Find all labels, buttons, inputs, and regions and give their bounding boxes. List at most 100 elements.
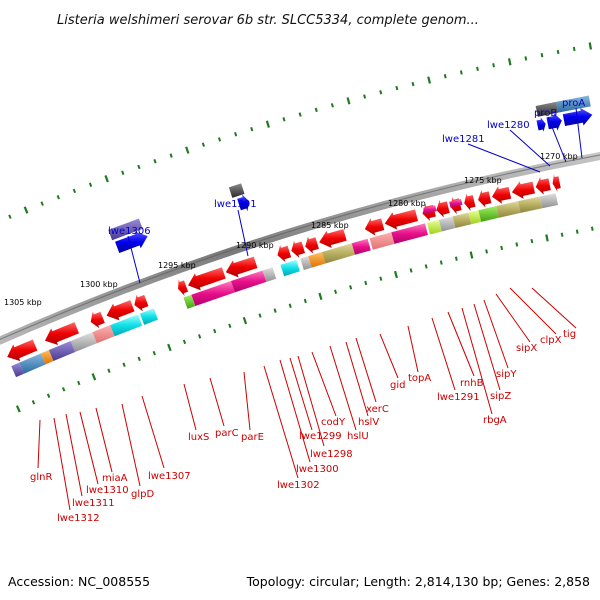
gene-box[interactable] xyxy=(110,314,143,337)
gene-reverse[interactable] xyxy=(44,322,80,346)
gene-label[interactable]: glpD xyxy=(131,489,154,500)
gene-fragment[interactable] xyxy=(423,205,437,215)
gene-box[interactable] xyxy=(19,353,46,374)
gene-label[interactable]: glnR xyxy=(30,472,52,483)
gene-label[interactable]: gid xyxy=(390,380,405,391)
gene-reverse[interactable] xyxy=(134,294,149,312)
gene-label[interactable]: codY xyxy=(321,417,346,428)
gene-box[interactable] xyxy=(308,251,326,268)
leader-line-reverse xyxy=(95,407,113,473)
gene-label[interactable]: sipX xyxy=(516,343,537,354)
gene-reverse[interactable] xyxy=(552,174,561,192)
gene-label[interactable]: lwe1310 xyxy=(86,485,129,496)
gene-box[interactable] xyxy=(280,259,300,277)
gene-box[interactable] xyxy=(539,193,559,209)
gene-reverse[interactable] xyxy=(364,218,385,236)
gene-label[interactable]: lwe1281 xyxy=(442,134,485,145)
gene-label[interactable]: xerC xyxy=(366,404,389,415)
gene-label[interactable]: lwe1312 xyxy=(57,513,100,524)
gene-box[interactable] xyxy=(322,243,356,264)
gene-label[interactable]: sipY xyxy=(496,369,517,380)
gene-reverse[interactable] xyxy=(7,339,38,362)
gene-box[interactable] xyxy=(183,294,196,309)
gene-label[interactable]: hslV xyxy=(358,417,379,428)
gene-label[interactable]: hslU xyxy=(347,431,369,442)
gene-box[interactable] xyxy=(11,362,24,378)
gene-label[interactable]: lwe1302 xyxy=(277,480,320,491)
gene-box[interactable] xyxy=(496,201,521,218)
gene-box[interactable] xyxy=(518,196,543,213)
gene-box[interactable] xyxy=(139,308,158,325)
gene-reverse[interactable] xyxy=(178,279,189,297)
kbp-tick xyxy=(363,94,367,99)
gene-box[interactable] xyxy=(468,210,482,225)
gene-label[interactable]: lwe1300 xyxy=(296,464,339,475)
gene-reverse[interactable] xyxy=(277,244,292,263)
gene-reverse[interactable] xyxy=(319,229,347,249)
gene-reverse[interactable] xyxy=(492,186,512,204)
gene-lwe1306[interactable] xyxy=(115,231,148,254)
gene-label[interactable]: miaA xyxy=(102,473,128,484)
gene-box[interactable] xyxy=(191,281,235,307)
gene-reverse[interactable] xyxy=(188,267,226,291)
gene-box[interactable] xyxy=(351,238,371,255)
gene-box[interactable] xyxy=(262,267,277,282)
kbp-tick xyxy=(273,308,277,313)
gene-reverse[interactable] xyxy=(464,193,476,211)
gene-reverse[interactable] xyxy=(436,200,450,218)
gene-label[interactable]: rbgA xyxy=(483,415,507,426)
gene-label[interactable]: tig xyxy=(563,329,576,340)
gene-label[interactable]: lwe1280 xyxy=(487,120,530,131)
gene-reverse[interactable] xyxy=(106,300,135,321)
gene-lwe1301-box[interactable] xyxy=(228,183,245,198)
gene-label[interactable]: proA xyxy=(562,98,585,109)
gene-reverse[interactable] xyxy=(511,181,535,199)
gene-fragment[interactable] xyxy=(449,198,463,208)
gene-label[interactable]: clpX xyxy=(540,335,562,346)
gene-reverse[interactable] xyxy=(90,311,105,329)
gene-label[interactable]: parC xyxy=(215,428,239,439)
gene-features xyxy=(7,95,593,378)
gene-reverse[interactable] xyxy=(305,236,319,254)
gene-label[interactable]: parE xyxy=(241,432,264,443)
gene-label[interactable]: rnhB xyxy=(460,378,484,389)
gene-lwe1281[interactable] xyxy=(536,117,546,132)
gene-reverse[interactable] xyxy=(225,256,258,278)
gene-reverse[interactable] xyxy=(478,189,492,208)
gene-label[interactable]: lwe1298 xyxy=(310,449,353,460)
gene-box[interactable] xyxy=(478,206,499,222)
gene-reverse[interactable] xyxy=(384,209,419,230)
gene-label[interactable]: topA xyxy=(408,373,431,384)
gene-lwe1306-box[interactable] xyxy=(108,218,143,241)
gene-label[interactable]: proB xyxy=(534,108,557,119)
gene-box[interactable] xyxy=(438,216,456,232)
gene-box[interactable] xyxy=(452,212,472,229)
gene-label[interactable]: lwe1306 xyxy=(108,226,151,237)
gene-reverse[interactable] xyxy=(535,177,551,195)
gene-label[interactable]: lwe1299 xyxy=(299,431,342,442)
gene-label[interactable]: lwe1311 xyxy=(72,498,115,509)
kbp-tick xyxy=(185,146,190,154)
gene-box[interactable] xyxy=(92,325,115,344)
gene-box[interactable] xyxy=(300,256,312,271)
gene-label[interactable]: lwe1291 xyxy=(437,392,480,403)
gene-lwe1280[interactable] xyxy=(546,112,562,131)
kbp-tick xyxy=(77,380,81,386)
kbp-tick xyxy=(492,63,495,68)
gene-box[interactable] xyxy=(369,232,395,250)
gene-box[interactable] xyxy=(556,95,591,113)
gene-box[interactable] xyxy=(391,223,428,244)
gene-label[interactable]: luxS xyxy=(188,432,209,443)
gene-box[interactable] xyxy=(40,349,54,365)
gene-box[interactable] xyxy=(70,332,97,353)
gene-box[interactable] xyxy=(426,219,442,235)
gene-label[interactable]: lwe1307 xyxy=(148,471,191,482)
gene-label[interactable]: lwe1301 xyxy=(214,199,257,210)
gene-reverse[interactable] xyxy=(291,240,306,258)
gene-lwe1301[interactable] xyxy=(237,194,250,212)
gene-box[interactable] xyxy=(230,270,267,293)
gene-box[interactable] xyxy=(48,340,76,362)
kbp-tick xyxy=(424,264,428,269)
gene-label[interactable]: sipZ xyxy=(490,391,511,402)
gene-box[interactable] xyxy=(535,101,559,117)
